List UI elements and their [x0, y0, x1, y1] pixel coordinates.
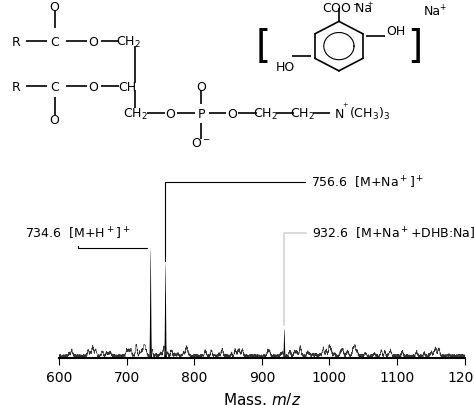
- Text: Na: Na: [424, 5, 441, 18]
- Text: COO$^-$: COO$^-$: [322, 2, 361, 15]
- Text: C: C: [50, 36, 59, 49]
- Text: HO: HO: [276, 60, 295, 73]
- Text: CH: CH: [118, 81, 136, 94]
- Text: C: C: [50, 81, 59, 94]
- Text: CH$_2$: CH$_2$: [290, 107, 315, 121]
- Text: 734.6  [M+H$^+$]$^+$: 734.6 [M+H$^+$]$^+$: [25, 225, 147, 249]
- Text: O: O: [50, 0, 59, 13]
- Text: P: P: [198, 107, 205, 120]
- X-axis label: Mass, $\it{m/z}$: Mass, $\it{m/z}$: [223, 390, 301, 405]
- Text: O: O: [228, 107, 237, 120]
- Text: R: R: [12, 36, 20, 49]
- Text: [: [: [255, 28, 271, 66]
- Text: O: O: [50, 113, 59, 126]
- Text: O$^-$: O$^-$: [191, 137, 211, 150]
- Text: O: O: [89, 81, 98, 94]
- Text: N: N: [335, 107, 345, 120]
- Text: CH$_2$: CH$_2$: [116, 35, 140, 50]
- Text: O: O: [89, 36, 98, 49]
- Text: $^+$: $^+$: [438, 3, 447, 13]
- Text: Na: Na: [351, 2, 372, 15]
- Text: CH$_2$: CH$_2$: [123, 107, 147, 121]
- Text: $^+$: $^+$: [366, 1, 374, 11]
- Text: OH: OH: [386, 25, 406, 38]
- Text: O: O: [166, 107, 175, 120]
- Text: $^+$: $^+$: [341, 102, 349, 112]
- Text: 932.6  [M+Na$^+$+DHB:Na]$^+$: 932.6 [M+Na$^+$+DHB:Na]$^+$: [284, 226, 474, 326]
- Text: CH$_2$: CH$_2$: [253, 107, 278, 121]
- Text: O: O: [197, 81, 206, 94]
- Text: ]: ]: [407, 28, 422, 66]
- Text: (CH$_3$)$_3$: (CH$_3$)$_3$: [349, 106, 390, 122]
- Text: 756.6  [M+Na$^+$]$^+$: 756.6 [M+Na$^+$]$^+$: [165, 175, 424, 261]
- Text: R: R: [12, 81, 20, 94]
